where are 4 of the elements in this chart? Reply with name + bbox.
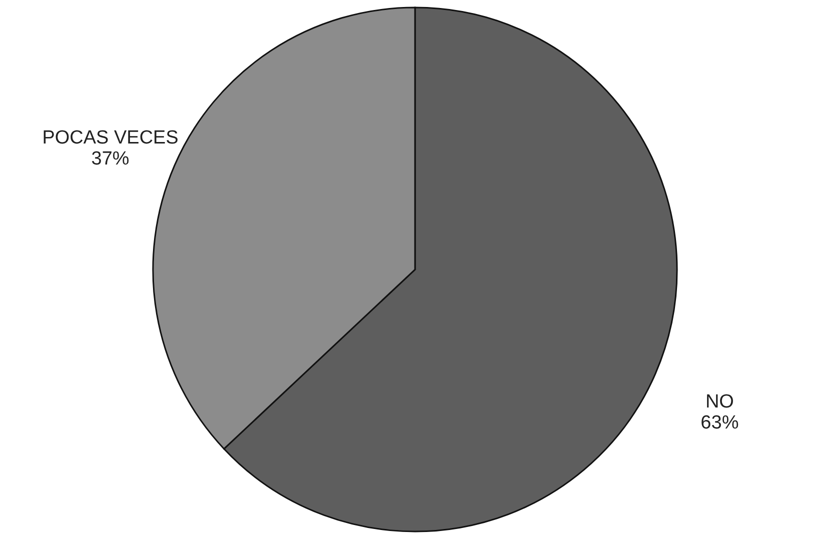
slice-label: NO [705,391,734,412]
data-label: 63% [700,412,739,434]
slice-label: POCAS VECES [42,128,178,149]
data-label: 37% [91,148,130,170]
